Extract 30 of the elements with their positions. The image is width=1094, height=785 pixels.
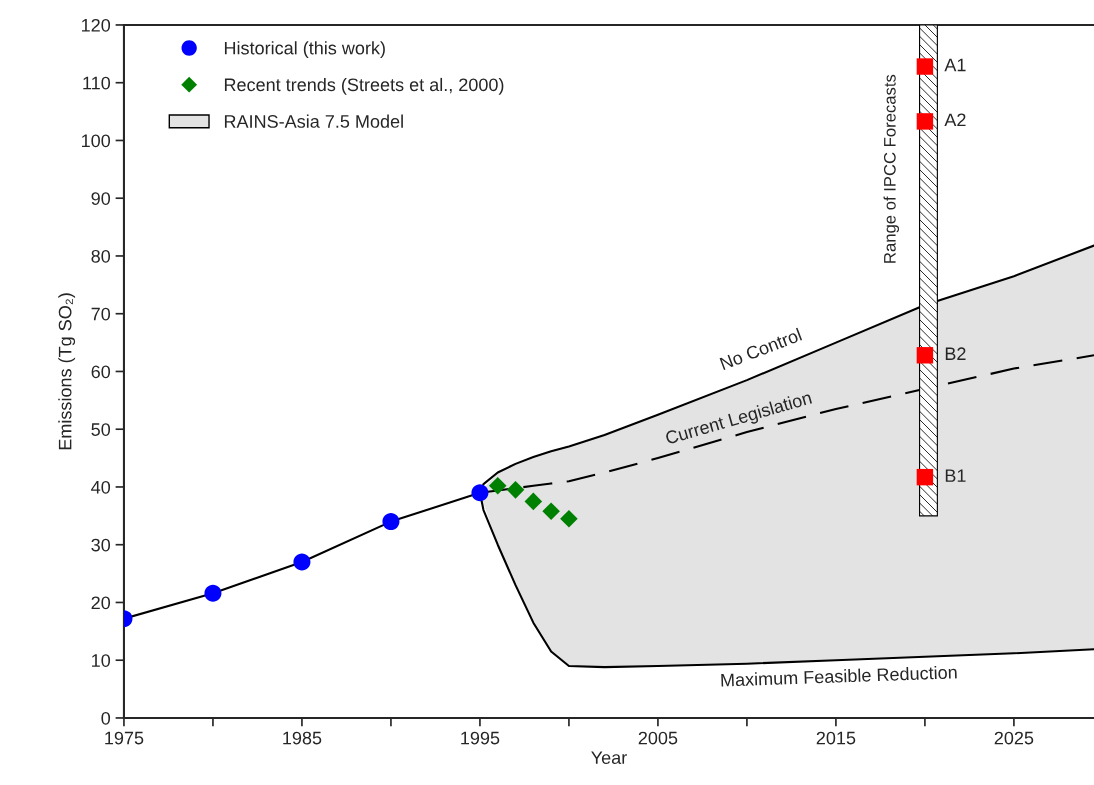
y-tick-label: 30 [91, 538, 111, 552]
data-label: A2 [944, 113, 966, 127]
annotation: Range of IPCC Forecasts [883, 74, 900, 263]
y-tick-label: 20 [91, 596, 111, 610]
annotation: Maximum Feasible Reduction [721, 665, 957, 687]
y-tick-label: 40 [91, 480, 111, 494]
x-tick-label: 2005 [638, 731, 678, 745]
y-tick-label: 120 [82, 18, 111, 32]
x-tick-label: 1975 [105, 731, 144, 745]
x-axis-title: Year [591, 751, 627, 765]
legend-label: RAINS-Asia 7.5 Model [224, 114, 403, 128]
y-tick-label: 70 [91, 307, 111, 321]
x-tick-label: 2025 [994, 731, 1034, 745]
y-tick-label: 60 [91, 365, 111, 379]
legend-label: Historical (this work) [224, 41, 385, 59]
data-label: B1 [945, 469, 966, 482]
y-tick-label: 10 [92, 654, 111, 667]
data-label: B2 [945, 347, 966, 360]
y-tick-label: 80 [91, 249, 111, 263]
y-tick-label: 100 [82, 134, 111, 148]
x-tick-label: 1995 [461, 731, 500, 745]
y-tick-label: 110 [83, 76, 111, 90]
y-tick-label: 90 [91, 192, 111, 205]
x-tick-label: 1985 [283, 731, 322, 745]
y-tick-label: 0 [101, 711, 111, 725]
y-axis-title: Emissions (Tg SO₂) [58, 293, 76, 450]
y-tick-label: 50 [91, 423, 111, 436]
x-tick-label: 2015 [816, 731, 856, 745]
data-label: A1 [944, 58, 966, 72]
legend-label: Recent trends (Streets et al., 2000) [224, 77, 504, 95]
